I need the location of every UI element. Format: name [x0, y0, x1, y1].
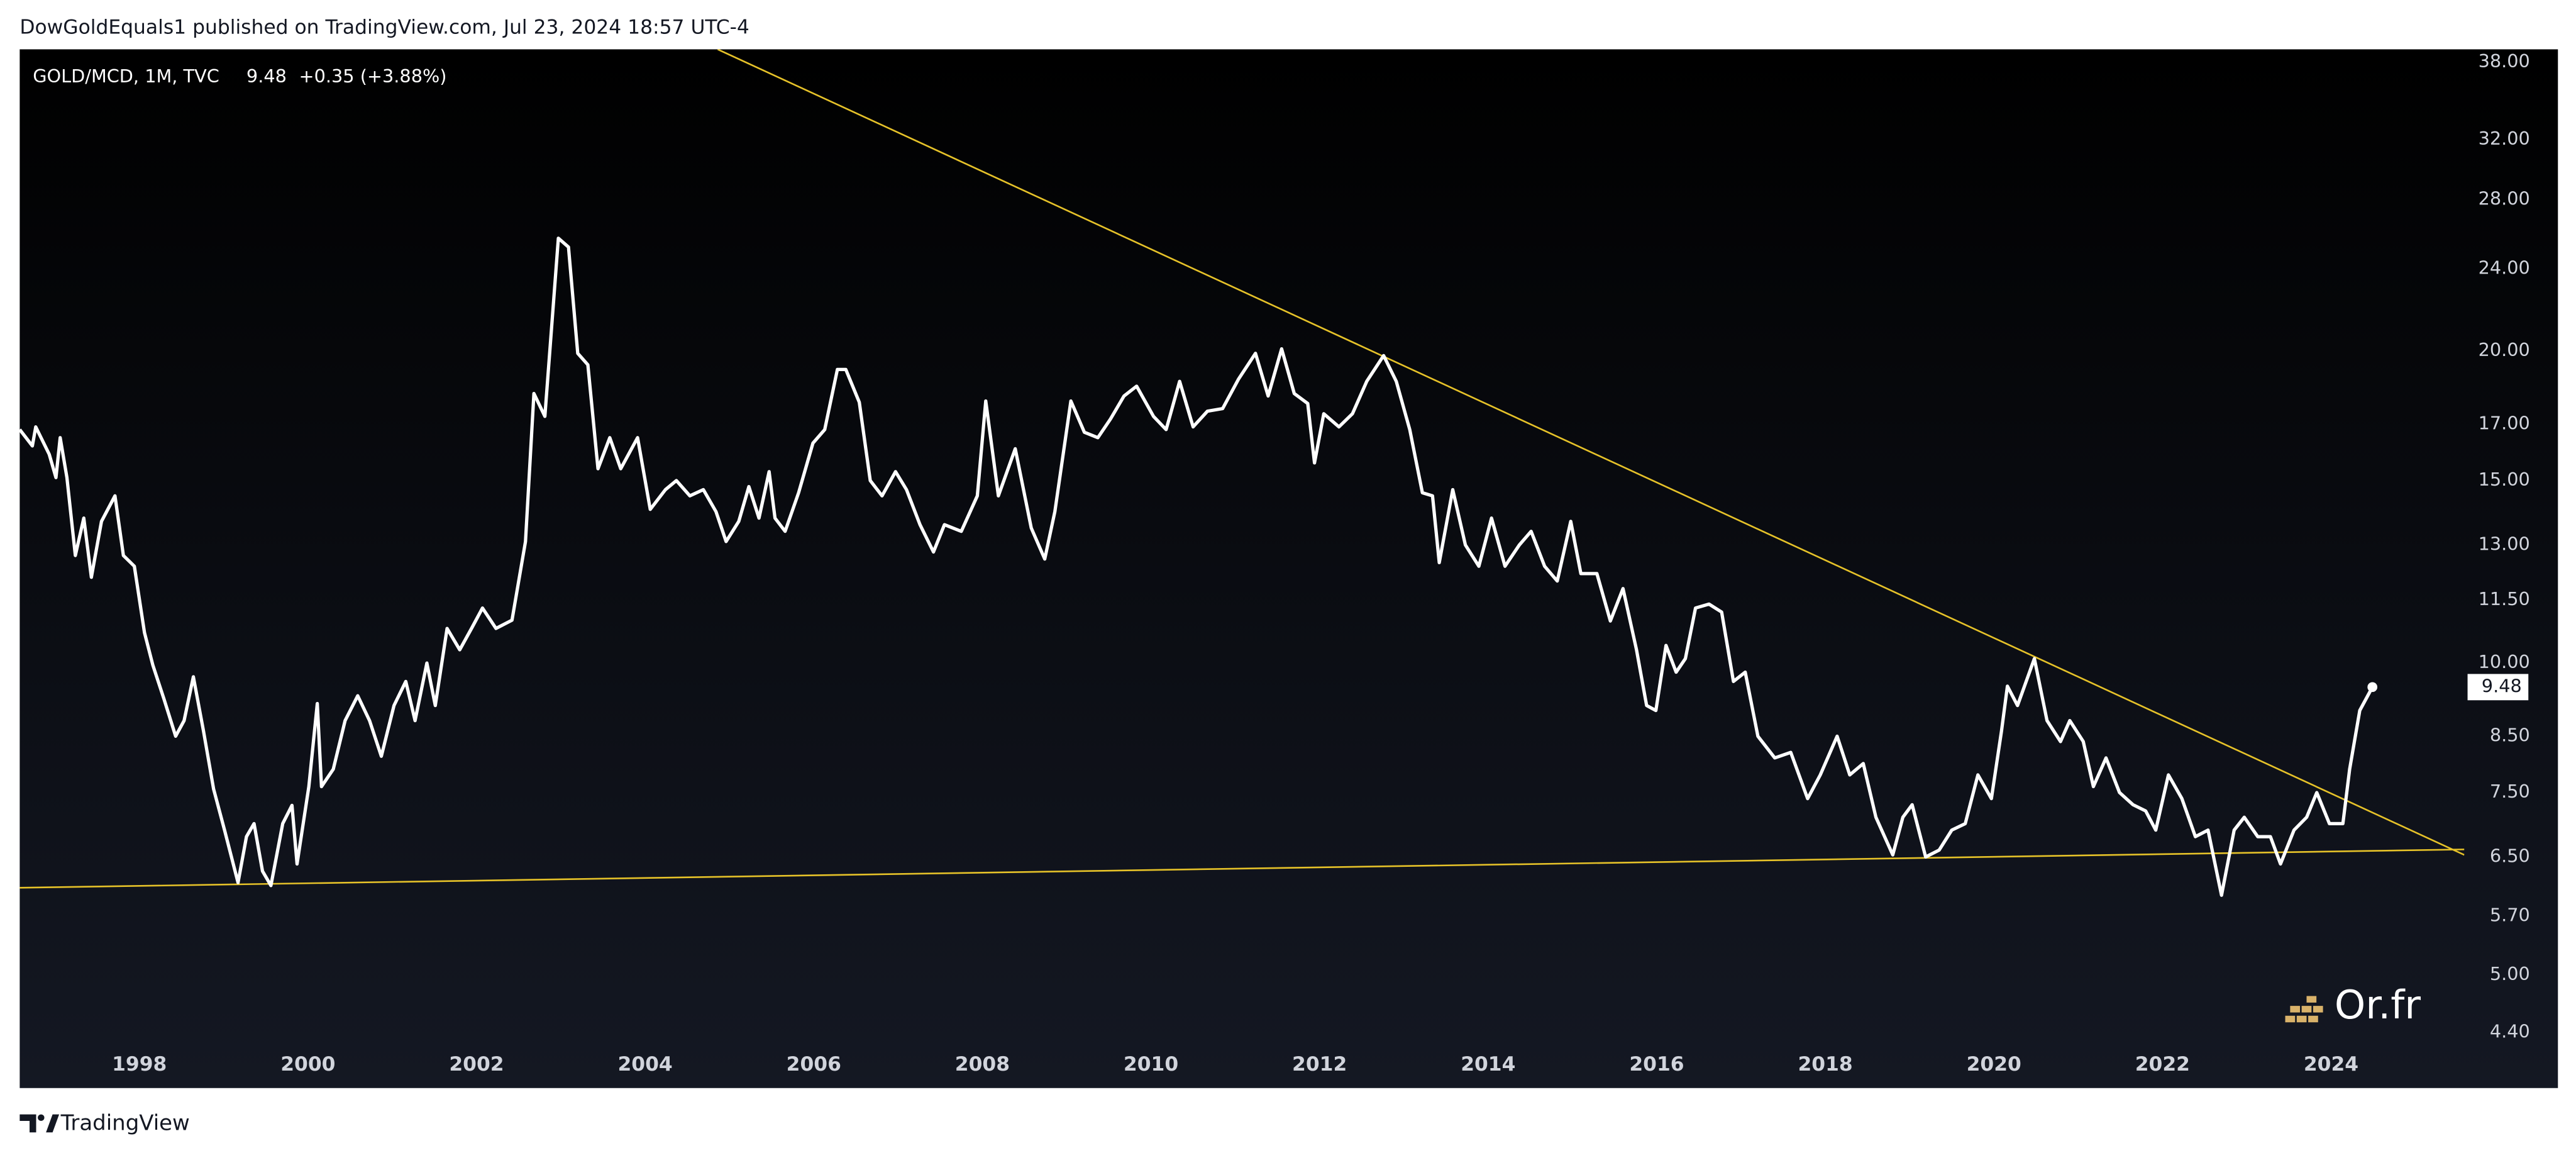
x-tick-label: 1998 — [112, 1053, 167, 1076]
y-tick-label: 10.00 — [2479, 651, 2530, 672]
x-tick-label: 2020 — [1967, 1053, 2021, 1076]
legend-symbol: GOLD/MCD, 1M, TVC — [33, 65, 219, 87]
footer-brand: TradingView — [60, 1111, 190, 1136]
y-tick-label: 11.50 — [2479, 588, 2530, 610]
y-tick-label: 24.00 — [2479, 257, 2530, 279]
byline: DowGoldEquals1 published on TradingView.… — [19, 16, 749, 38]
y-tick-label: 5.70 — [2490, 904, 2530, 925]
y-tick-label: 5.00 — [2490, 963, 2530, 984]
x-tick-label: 2008 — [955, 1053, 1010, 1076]
y-tick-label: 4.40 — [2490, 1021, 2530, 1042]
last-price-box — [2467, 674, 2529, 701]
y-tick-label: 38.00 — [2479, 50, 2530, 72]
y-tick-label: 15.00 — [2479, 469, 2530, 490]
x-tick-label: 2014 — [1461, 1053, 1515, 1076]
x-tick-label: 2000 — [280, 1053, 335, 1076]
x-tick-label: 2016 — [1629, 1053, 1684, 1076]
price-line — [18, 237, 2374, 897]
y-tick-label: 17.00 — [2479, 412, 2530, 433]
x-tick-label: 2004 — [618, 1053, 673, 1076]
legend-price: 9.48 — [246, 65, 287, 87]
x-tick-label: 2012 — [1292, 1053, 1347, 1076]
last-price-label: 9.48 — [2482, 675, 2522, 696]
x-tick-label: 2024 — [2304, 1053, 2358, 1076]
last-point — [2367, 682, 2378, 693]
y-tick-label: 20.00 — [2479, 339, 2530, 360]
y-tick-label: 7.50 — [2490, 781, 2530, 802]
watermark: Or.fr — [2335, 982, 2421, 1028]
trendline — [717, 49, 2465, 856]
y-tick-label: 8.50 — [2490, 724, 2530, 745]
trendline — [19, 849, 2465, 889]
x-tick-label: 2022 — [2135, 1053, 2190, 1076]
x-tick-label: 2018 — [1798, 1053, 1852, 1076]
y-tick-label: 13.00 — [2479, 533, 2530, 554]
x-tick-label: 2010 — [1124, 1053, 1178, 1076]
y-tick-label: 28.00 — [2479, 187, 2530, 209]
y-tick-label: 32.00 — [2479, 128, 2530, 149]
x-tick-label: 2002 — [449, 1053, 504, 1076]
y-tick-label: 6.50 — [2490, 845, 2530, 866]
chart-panel — [19, 49, 2558, 1088]
legend-change: +0.35 (+3.88%) — [299, 65, 447, 87]
x-tick-label: 2006 — [787, 1053, 841, 1076]
footer-logo — [19, 1114, 60, 1133]
watermark-logo — [2285, 996, 2323, 1023]
